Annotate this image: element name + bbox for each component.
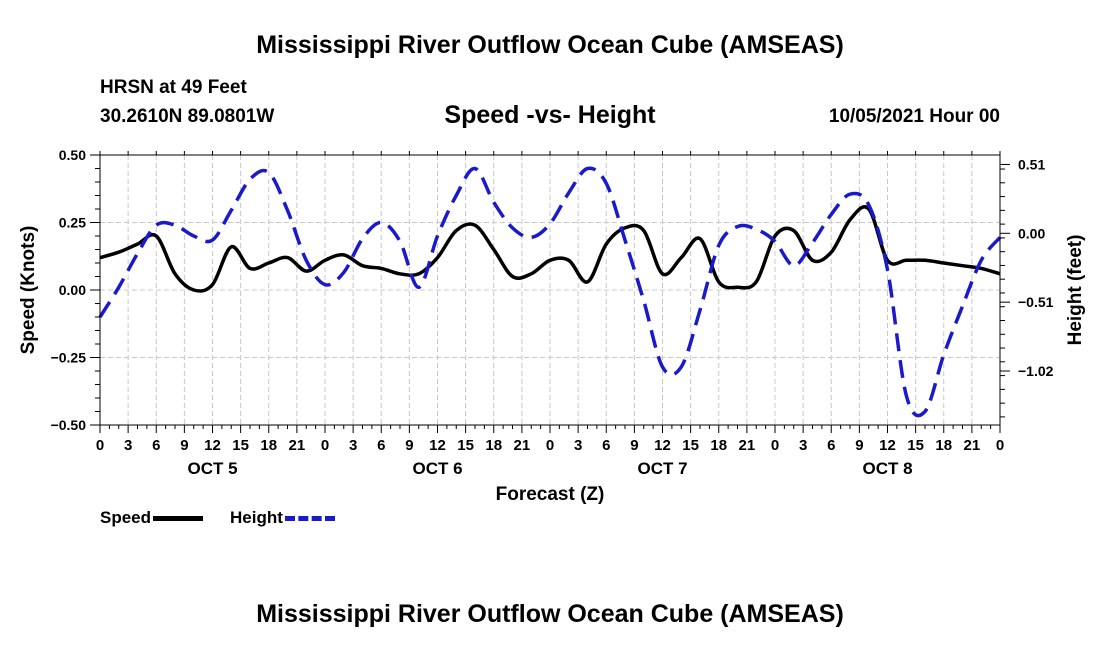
- legend-height-label: Height: [230, 508, 283, 527]
- chart-title: Mississippi River Outflow Ocean Cube (AM…: [256, 31, 844, 59]
- day-label: OCT 7: [637, 459, 687, 478]
- y2-tick-label: −0.51: [1018, 294, 1054, 310]
- forecast-datetime: 10/05/2021 Hour 00: [828, 106, 1000, 127]
- station-label: HRSN at 49 Feet: [100, 77, 247, 98]
- legend-height-swatch: [284, 516, 335, 522]
- x-tick-label: 18: [260, 437, 277, 454]
- axes: 0 3 6 9 12 15 18 21 0 3 6 9 12 15 18 21 0 3 6 9 12 15 18 21 0 3 6 9…: [51, 147, 1054, 478]
- legend-speed-label: Speed: [100, 508, 152, 527]
- x-tick-label: 15: [682, 437, 699, 454]
- x-tick-label: 9: [405, 437, 413, 454]
- y2-axis-label: Height (feet): [1065, 235, 1086, 346]
- day-label: OCT 8: [862, 459, 912, 478]
- x-tick-label: 0: [771, 437, 779, 454]
- grid: [100, 155, 1000, 425]
- x-tick-label: 0: [321, 437, 329, 454]
- x-tick-label: 9: [855, 437, 863, 454]
- x-tick-label: 21: [964, 437, 981, 454]
- x-tick-label: 3: [799, 437, 807, 454]
- x-tick-label: 3: [124, 437, 132, 454]
- x-tick-label: 9: [180, 437, 188, 454]
- x-tick-label: 15: [232, 437, 249, 454]
- x-tick-label: 21: [289, 437, 306, 454]
- x-tick-label: 18: [485, 437, 502, 454]
- legend-speed: Speed: [100, 508, 204, 528]
- x-tick-label: 12: [204, 437, 221, 454]
- y-tick-label: −0.25: [51, 350, 87, 366]
- y-axis-label: Speed (Knots): [18, 226, 39, 355]
- x-tick-label: 12: [654, 437, 671, 454]
- x-tick-label: 15: [457, 437, 474, 454]
- x-tick-label: 6: [377, 437, 385, 454]
- x-tick-label: 21: [514, 437, 531, 454]
- x-tick-label: 3: [574, 437, 582, 454]
- day-label: OCT 5: [187, 459, 237, 478]
- day-label: OCT 6: [412, 459, 462, 478]
- x-tick-label: 3: [349, 437, 357, 454]
- y2-tick-label: −1.02: [1018, 363, 1054, 379]
- y-tick-label: 0.00: [59, 282, 86, 298]
- y-tick-label: 0.25: [59, 215, 86, 231]
- x-tick-label: 6: [827, 437, 835, 454]
- x-tick-label: 12: [429, 437, 446, 454]
- x-tick-label: 9: [630, 437, 638, 454]
- y2-tick-label: 0.51: [1018, 156, 1045, 172]
- x-tick-label: 18: [710, 437, 727, 454]
- legend-height: Height: [230, 508, 335, 528]
- series-group: [98, 166, 1002, 418]
- x-axis-label: Forecast (Z): [496, 484, 605, 505]
- y-tick-label: −0.50: [51, 417, 87, 433]
- height-series-line: [98, 166, 1002, 418]
- x-tick-label: 6: [152, 437, 160, 454]
- speed-series-line: [99, 205, 1001, 293]
- y-tick-label: 0.50: [59, 147, 86, 163]
- x-tick-label: 12: [879, 437, 896, 454]
- x-tick-label: 0: [96, 437, 104, 454]
- x-tick-label: 15: [907, 437, 924, 454]
- x-tick-label: 6: [602, 437, 610, 454]
- y2-tick-label: 0.00: [1018, 225, 1045, 241]
- footer-title: Mississippi River Outflow Ocean Cube (AM…: [256, 600, 844, 628]
- x-tick-label: 21: [739, 437, 756, 454]
- legend-speed-swatch: [153, 516, 204, 522]
- coordinates-label: 30.2610N 89.0801W: [100, 106, 275, 127]
- chart-subtitle: Speed -vs- Height: [444, 101, 656, 129]
- x-tick-label: 0: [996, 437, 1004, 454]
- x-tick-label: 18: [935, 437, 952, 454]
- x-tick-label: 0: [546, 437, 554, 454]
